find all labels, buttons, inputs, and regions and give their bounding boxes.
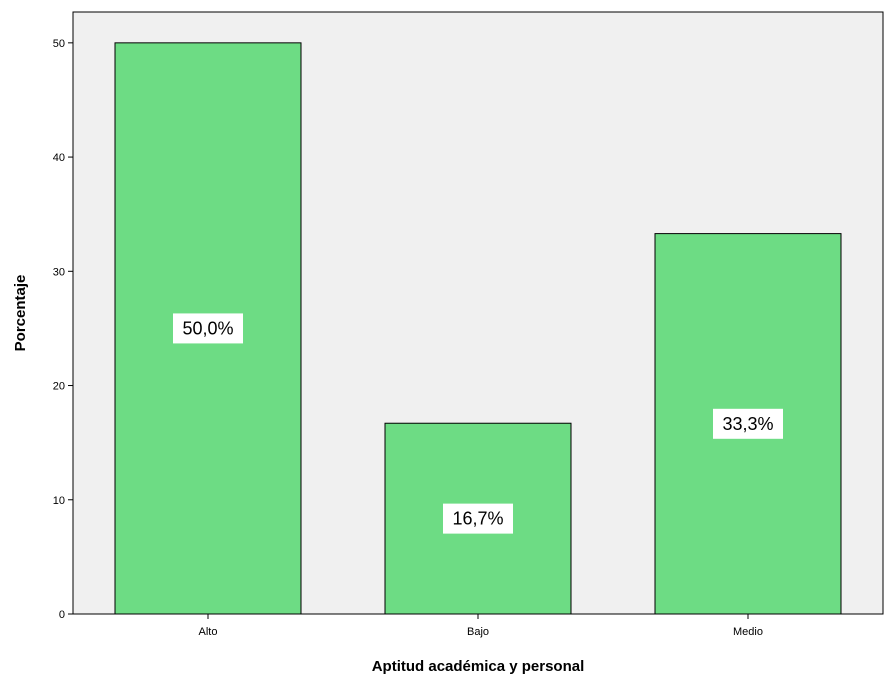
y-axis: 0 10 20 30 40 50 xyxy=(53,38,73,621)
data-label-medio: 33,3% xyxy=(722,414,773,434)
data-label-bajo: 16,7% xyxy=(452,509,503,529)
x-axis: Alto Bajo Medio xyxy=(199,614,763,638)
y-tick-label-50: 50 xyxy=(53,38,65,50)
x-tick-label-alto: Alto xyxy=(199,626,218,638)
data-label-box-bajo xyxy=(443,503,513,534)
y-tick-label-20: 20 xyxy=(53,381,65,393)
data-labels-layer: 50,0% 16,7% 33,3% xyxy=(173,313,783,534)
y-tick-label-30: 30 xyxy=(53,266,65,278)
data-label-alto: 50,0% xyxy=(182,318,233,338)
data-label-box-alto xyxy=(173,313,243,344)
y-tick-label-40: 40 xyxy=(53,152,65,164)
y-tick-label-0: 0 xyxy=(59,609,65,621)
y-tick-label-10: 10 xyxy=(53,495,65,507)
x-axis-title: Aptitud académica y personal xyxy=(372,658,585,675)
y-axis-title: Porcentaje xyxy=(12,275,29,352)
x-tick-label-medio: Medio xyxy=(733,626,763,638)
x-tick-label-bajo: Bajo xyxy=(467,626,489,638)
data-label-box-medio xyxy=(713,408,783,439)
